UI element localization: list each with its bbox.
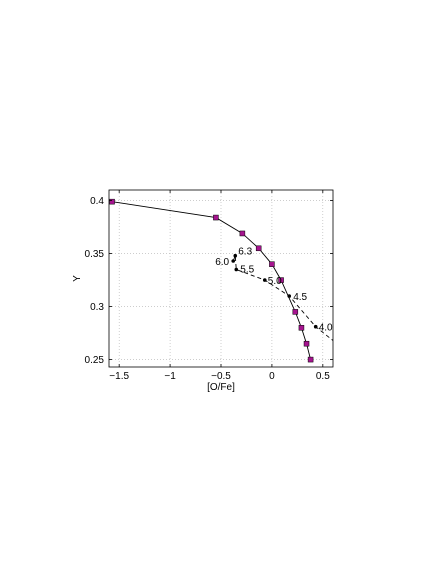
y-tick-label: 0.25 <box>85 355 105 366</box>
x-tick-label: 0 <box>269 371 275 382</box>
point-label: 4.0 <box>319 323 333 334</box>
data-point <box>233 253 238 258</box>
y-tick-label: 0.35 <box>85 249 105 260</box>
data-point <box>231 259 236 263</box>
point-label: 6.3 <box>238 247 252 258</box>
grid-layer <box>109 190 333 367</box>
x-tick-label: −1 <box>164 371 176 382</box>
data-point <box>213 214 219 221</box>
series-line <box>111 201 312 360</box>
data-point <box>262 278 267 282</box>
y-tick-label: 0.3 <box>90 302 104 313</box>
data-point <box>307 356 314 363</box>
data-point <box>298 325 305 331</box>
data-point <box>278 277 284 283</box>
tick-layer: −1.5 −1 −0.5 0 0.5 0.25 0.3 0.35 0.4 <box>85 190 333 382</box>
data-point <box>239 230 246 237</box>
series-2: 6.0 6.3 5.5 5.0 4.5 4.0 <box>215 247 333 341</box>
x-tick-label: −1.5 <box>109 371 129 382</box>
data-point <box>287 294 292 298</box>
data-point <box>313 324 318 329</box>
point-label: 6.0 <box>215 257 229 268</box>
x-axis-label: [O/Fe] <box>207 382 235 393</box>
x-tick-label: 0.5 <box>316 371 330 382</box>
series-layer: 6.0 6.3 5.5 5.0 4.5 4.0 <box>109 198 333 363</box>
data-point <box>255 245 262 252</box>
y-axis-label: Y <box>72 275 83 282</box>
y-tick-label: 0.4 <box>90 196 104 207</box>
data-point <box>303 340 310 347</box>
point-label: 5.5 <box>240 264 254 275</box>
series-1 <box>109 198 314 363</box>
data-point <box>109 198 115 205</box>
x-tick-label: −0.5 <box>211 371 231 382</box>
data-point <box>269 261 275 267</box>
point-label: 4.5 <box>293 292 307 303</box>
point-label: 5.0 <box>268 276 282 287</box>
data-point <box>292 309 299 315</box>
data-point <box>234 267 239 272</box>
